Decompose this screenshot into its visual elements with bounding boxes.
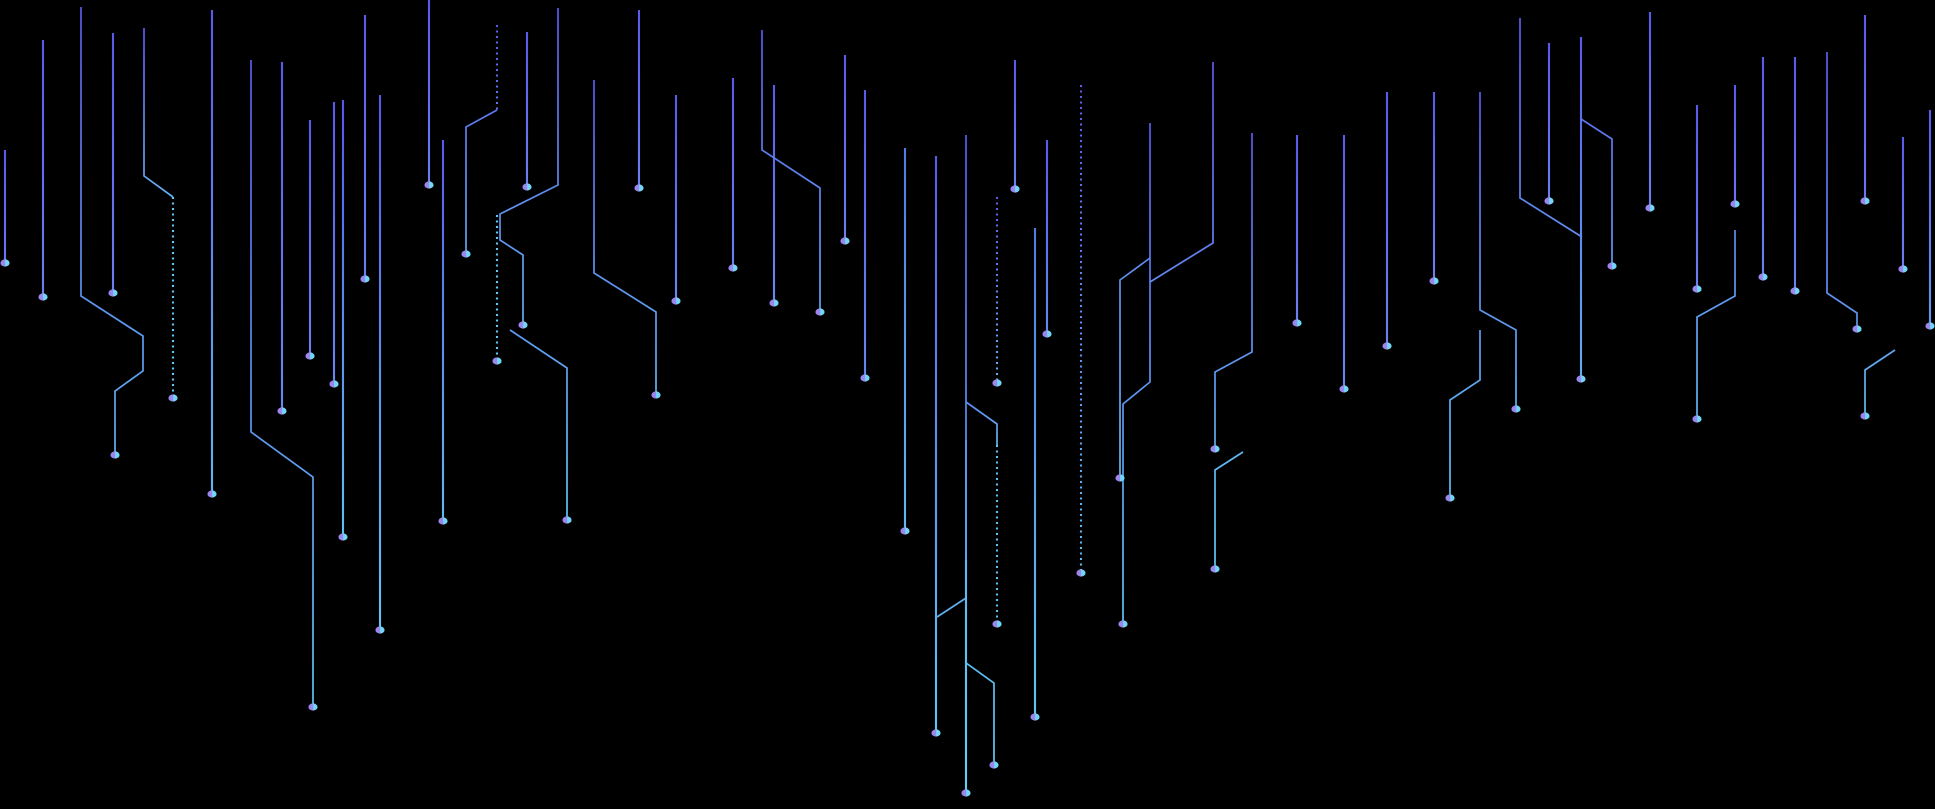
trace-endpoint-dot xyxy=(207,490,217,498)
trace-endpoint-dot xyxy=(1790,287,1800,295)
trace-endpoint-dot xyxy=(1645,204,1655,212)
trace-line xyxy=(1149,62,1214,283)
trace-endpoint-dot xyxy=(992,620,1002,628)
trace-endpoint-dot xyxy=(305,352,315,360)
trace-endpoint-dot xyxy=(1758,273,1768,281)
trace-endpoint-dot xyxy=(338,533,348,541)
trace-endpoint-dot xyxy=(860,374,870,382)
trace-endpoint-dot xyxy=(110,451,120,459)
trace-endpoint-dot xyxy=(1210,565,1220,573)
trace-endpoint-dot xyxy=(522,183,532,191)
trace-endpoint-dot xyxy=(1339,385,1349,393)
trace-endpoint-dot xyxy=(1692,285,1702,293)
trace-line xyxy=(143,28,174,198)
trace-endpoint-dot xyxy=(1210,445,1220,453)
trace-endpoint-dot xyxy=(1607,262,1617,270)
trace-line xyxy=(1580,118,1613,265)
trace-endpoint-dot xyxy=(1692,415,1702,423)
trace-line xyxy=(1519,18,1583,238)
trace-endpoint-dot xyxy=(651,391,661,399)
trace-endpoint-dot xyxy=(0,259,10,267)
trace-endpoint-dot xyxy=(1925,322,1935,330)
trace-line xyxy=(250,60,314,706)
trace-endpoint-dot xyxy=(308,703,318,711)
trace-endpoint-dot xyxy=(518,321,528,329)
trace-line xyxy=(1479,92,1517,408)
trace-endpoint-dot xyxy=(329,380,339,388)
trace-line xyxy=(499,8,559,324)
trace-endpoint-dot xyxy=(360,275,370,283)
trace-endpoint-dot xyxy=(277,407,287,415)
trace-endpoint-dot xyxy=(1010,185,1020,193)
trace-endpoint-dot xyxy=(168,394,178,402)
trace-line xyxy=(593,80,657,394)
trace-line xyxy=(1826,52,1858,328)
trace-endpoint-dot xyxy=(1382,342,1392,350)
trace-line xyxy=(80,7,144,454)
trace-line xyxy=(1214,133,1253,448)
trace-line xyxy=(1449,330,1481,497)
trace-endpoint-dot xyxy=(1544,197,1554,205)
trace-endpoint-dot xyxy=(1860,412,1870,420)
trace-endpoint-dot xyxy=(438,517,448,525)
trace-endpoint-dot xyxy=(38,293,48,301)
trace-line xyxy=(1696,230,1736,418)
trace-endpoint-dot xyxy=(375,626,385,634)
trace-line xyxy=(465,109,498,253)
trace-endpoint-dot xyxy=(992,379,1002,387)
trace-endpoint-dot xyxy=(1429,277,1439,285)
trace-endpoint-dot xyxy=(1115,474,1125,482)
trace-endpoint-dot xyxy=(840,237,850,245)
trace-endpoint-dot xyxy=(492,357,502,365)
trace-endpoint-dot xyxy=(728,264,738,272)
trace-endpoint-dot xyxy=(1860,197,1870,205)
trace-endpoint-dot xyxy=(461,250,471,258)
trace-endpoint-dot xyxy=(1852,325,1862,333)
trace-endpoint-dot xyxy=(1118,620,1128,628)
trace-endpoint-dot xyxy=(989,761,999,769)
trace-endpoint-dot xyxy=(634,184,644,192)
trace-line xyxy=(1119,257,1151,477)
trace-endpoint-dot xyxy=(1898,265,1908,273)
trace-endpoint-dot xyxy=(1292,319,1302,327)
trace-line xyxy=(1122,123,1151,623)
trace-line xyxy=(1214,451,1244,568)
trace-line xyxy=(965,401,998,445)
trace-endpoint-dot xyxy=(1576,375,1586,383)
trace-endpoint-dot xyxy=(769,299,779,307)
trace-endpoint-dot xyxy=(961,789,971,797)
trace-endpoint-dot xyxy=(1511,405,1521,413)
trace-line xyxy=(1864,349,1896,415)
trace-endpoint-dot xyxy=(1730,200,1740,208)
trace-endpoint-dot xyxy=(815,308,825,316)
trace-endpoint-dot xyxy=(1445,494,1455,502)
trace-line xyxy=(965,440,995,764)
trace-line xyxy=(509,329,568,519)
trace-endpoint-dot xyxy=(931,729,941,737)
trace-endpoint-dot xyxy=(900,527,910,535)
trace-endpoint-dot xyxy=(562,516,572,524)
trace-endpoint-dot xyxy=(1076,569,1086,577)
trace-endpoint-dot xyxy=(1030,713,1040,721)
trace-endpoint-dot xyxy=(1042,330,1052,338)
trace-endpoint-dot xyxy=(424,181,434,189)
trace-line xyxy=(761,30,821,311)
trace-endpoint-dot xyxy=(671,297,681,305)
trace-endpoint-dot xyxy=(108,289,118,297)
